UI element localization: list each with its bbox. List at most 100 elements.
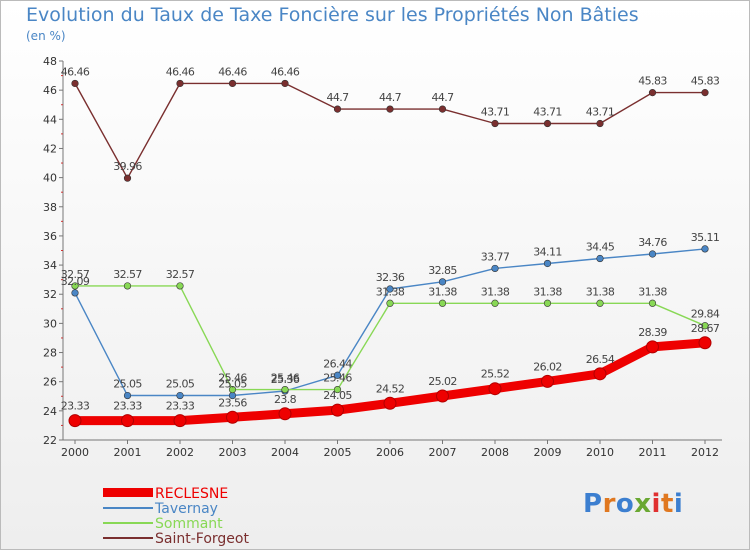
data-point-tavernay <box>176 391 184 400</box>
data-label-sommant: 25.46 <box>271 372 300 385</box>
data-point-saint-forgeot <box>701 89 709 97</box>
data-point-tavernay <box>123 391 132 400</box>
legend-swatch-reclesne <box>103 488 153 497</box>
x-tick-label: 2000 <box>61 446 89 459</box>
data-label-sommant: 25.46 <box>323 372 352 385</box>
data-point-sommant <box>596 299 604 307</box>
data-point-tavernay <box>386 285 394 293</box>
data-label-saint-forgeot: 46.46 <box>166 65 195 78</box>
data-label-saint-forgeot: 44.7 <box>431 91 454 104</box>
data-point-sommant <box>701 322 709 330</box>
data-label-tavernay: 32.09 <box>61 275 90 288</box>
data-label-tavernay: 32.36 <box>376 271 405 284</box>
x-tick-label: 2007 <box>429 446 457 459</box>
y-tick-label: 34 <box>43 259 57 272</box>
data-label-saint-forgeot: 44.7 <box>379 91 402 104</box>
data-point-reclesne <box>331 403 344 417</box>
data-point-sommant <box>228 385 237 394</box>
data-point-reclesne <box>173 414 187 428</box>
data-point-tavernay <box>701 245 709 253</box>
data-point-sommant <box>281 385 289 394</box>
data-point-tavernay <box>543 259 552 268</box>
data-label-sommant: 31.38 <box>586 285 615 298</box>
legend-label-reclesne: RECLESNE <box>155 486 228 502</box>
data-label-saint-forgeot: 43.71 <box>533 106 562 119</box>
data-point-saint-forgeot <box>123 174 132 182</box>
y-tick-label: 38 <box>43 201 57 214</box>
data-point-tavernay <box>438 278 447 286</box>
y-tick-label: 28 <box>43 347 57 360</box>
data-point-sommant <box>438 299 447 307</box>
x-tick-label: 2001 <box>114 446 142 459</box>
data-label-reclesne: 24.52 <box>376 382 405 395</box>
data-point-tavernay <box>491 264 499 273</box>
data-label-reclesne: 25.02 <box>428 375 457 388</box>
x-tick-label: 2008 <box>481 446 509 459</box>
x-tick-label: 2004 <box>271 446 299 459</box>
data-label-tavernay: 25.05 <box>166 378 195 391</box>
data-point-sommant <box>176 282 184 290</box>
y-tick-label: 32 <box>43 288 57 301</box>
data-label-tavernay: 35.11 <box>691 231 720 244</box>
data-point-tavernay <box>71 289 79 297</box>
data-point-saint-forgeot <box>281 79 289 88</box>
data-label-sommant: 31.38 <box>428 285 457 298</box>
legend-label-tavernay: Tavernay <box>154 501 218 517</box>
data-label-sommant: 31.38 <box>533 285 562 298</box>
data-label-tavernay: 33.77 <box>481 250 510 263</box>
data-point-reclesne <box>383 396 397 410</box>
data-point-reclesne <box>488 382 502 396</box>
y-tick-label: 48 <box>43 55 57 68</box>
legend-label-sommant: Sommant <box>155 516 223 532</box>
data-point-saint-forgeot <box>648 89 657 97</box>
data-label-sommant: 31.38 <box>638 285 667 298</box>
data-point-reclesne <box>121 414 134 428</box>
data-label-tavernay: 34.76 <box>638 236 667 249</box>
y-tick-label: 36 <box>43 230 57 243</box>
data-label-saint-forgeot: 45.83 <box>638 75 667 88</box>
y-tick-label: 30 <box>43 317 57 330</box>
data-label-reclesne: 26.02 <box>533 360 562 373</box>
data-label-saint-forgeot: 46.46 <box>271 65 300 78</box>
data-label-reclesne: 23.33 <box>166 400 195 413</box>
data-point-reclesne <box>278 407 292 421</box>
data-point-saint-forgeot <box>71 79 79 88</box>
data-point-saint-forgeot <box>491 119 499 128</box>
data-label-sommant: 32.57 <box>113 268 142 281</box>
x-tick-label: 2011 <box>639 446 667 459</box>
data-point-reclesne <box>68 414 82 428</box>
data-point-reclesne <box>436 389 449 403</box>
data-label-reclesne: 23.56 <box>218 396 247 409</box>
data-label-reclesne: 23.33 <box>113 400 142 413</box>
y-tick-label: 26 <box>43 376 57 389</box>
data-point-sommant <box>71 282 79 290</box>
data-point-saint-forgeot <box>596 119 604 128</box>
y-tick-label: 40 <box>43 172 57 185</box>
data-point-sommant <box>333 385 342 394</box>
data-label-reclesne: 23.33 <box>61 400 90 413</box>
data-label-reclesne: 28.39 <box>638 326 667 339</box>
data-point-saint-forgeot <box>176 79 184 88</box>
data-label-saint-forgeot: 46.46 <box>218 65 247 78</box>
data-labels: 46.46 39.96 46.46 46.46 46.46 44.7 44.7 44.7 43.… <box>61 65 721 413</box>
data-point-reclesne <box>226 410 239 424</box>
data-label-sommant: 31.38 <box>481 285 510 298</box>
data-label-reclesne: 25.52 <box>481 368 510 381</box>
data-point-sommant <box>123 282 132 290</box>
data-label-sommant: 31.38 <box>376 285 405 298</box>
chart-title: Evolution du Taux de Taxe Foncière sur l… <box>26 4 639 26</box>
x-tick-label: 2005 <box>324 446 352 459</box>
data-label-reclesne: 24.05 <box>323 389 352 402</box>
data-label-tavernay: 34.11 <box>533 245 562 258</box>
data-label-reclesne: 23.8 <box>274 393 297 406</box>
data-label-saint-forgeot: 45.83 <box>691 75 720 88</box>
y-tick-label: 46 <box>43 84 57 97</box>
data-point-saint-forgeot <box>333 105 342 113</box>
data-point-sommant <box>648 299 657 307</box>
data-point-saint-forgeot <box>386 105 394 113</box>
data-point-reclesne <box>593 367 607 381</box>
y-tick-label: 22 <box>43 434 57 447</box>
data-point-sommant <box>491 299 499 307</box>
